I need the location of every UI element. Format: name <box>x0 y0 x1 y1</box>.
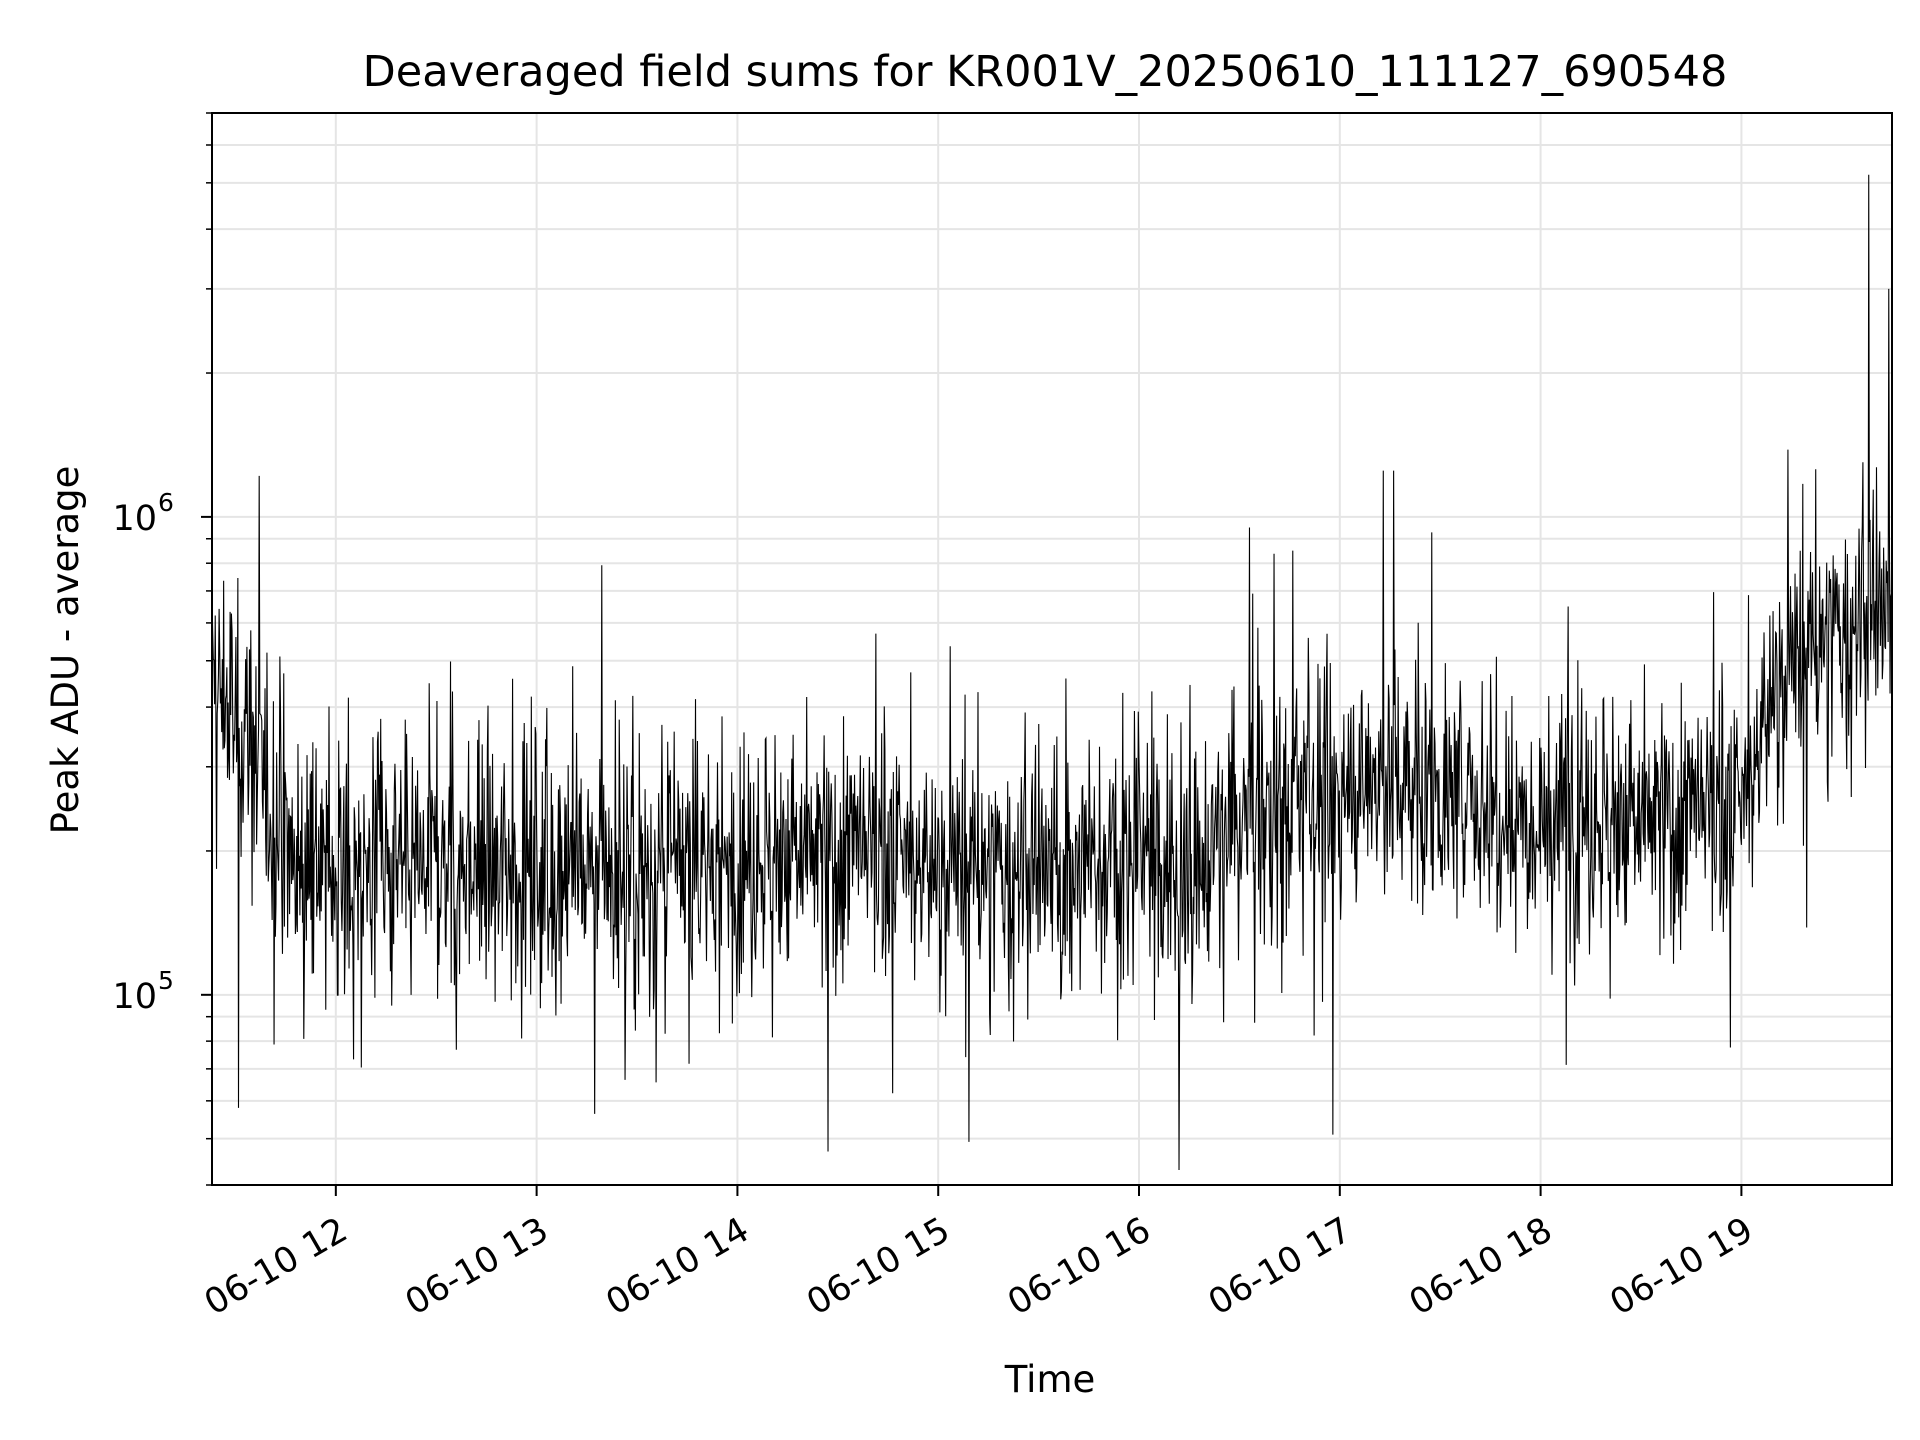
series-group <box>211 174 1893 1170</box>
y-tick-base: 10 <box>112 499 157 539</box>
y-tick-label: 10 6 <box>112 488 173 539</box>
y-tick-base: 10 <box>112 977 157 1017</box>
y-tick-exponent: 6 <box>158 488 174 517</box>
plot-frame <box>211 112 1893 1186</box>
y-tick-label: 10 5 <box>112 966 173 1017</box>
chart-title: Deaveraged field sums for KR001V_2025061… <box>363 47 1728 97</box>
series-line <box>211 174 1893 1170</box>
y-axis-label: Peak ADU - average <box>44 466 87 835</box>
x-axis-label: Time <box>1004 1358 1096 1401</box>
y-tick-exponent: 5 <box>158 966 174 995</box>
